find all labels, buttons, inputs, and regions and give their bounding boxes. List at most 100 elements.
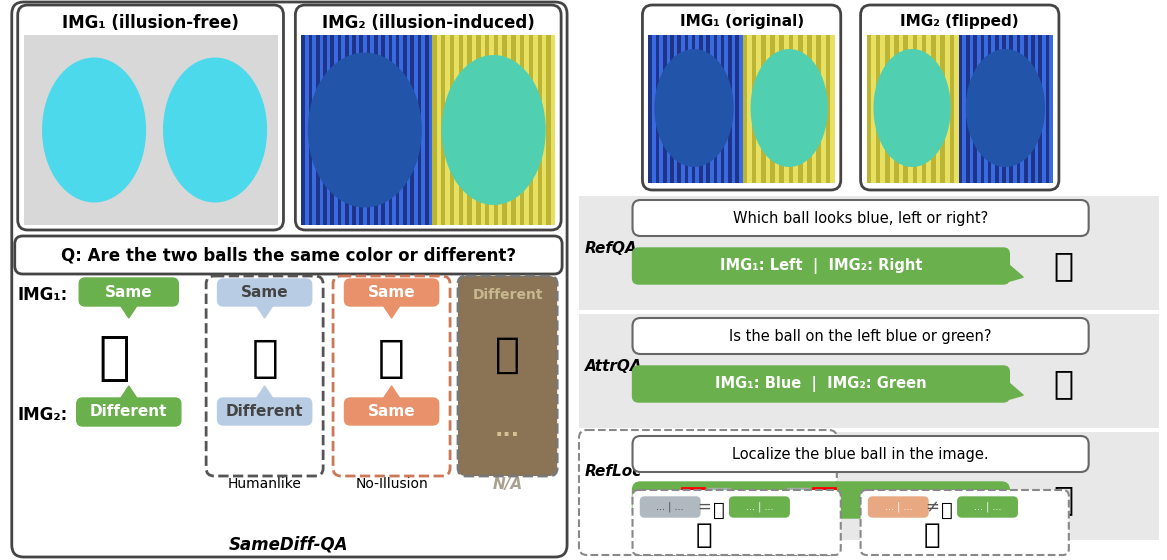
Bar [485,35,489,225]
Text: 🧠: 🧠 [1053,483,1072,516]
Bar [1046,35,1049,183]
Bar [813,488,834,512]
Bar [1023,35,1028,183]
Bar [706,35,710,183]
Text: Different: Different [473,288,543,302]
FancyBboxPatch shape [15,236,562,274]
Bar [708,488,729,512]
Bar [966,35,970,183]
Bar [941,35,945,183]
Bar [520,35,524,225]
Bar [698,488,700,512]
Polygon shape [121,306,137,318]
Bar [798,35,803,183]
Bar [403,35,407,225]
Bar [689,488,690,512]
Polygon shape [1009,383,1023,399]
FancyBboxPatch shape [457,276,557,476]
Text: ... | ...: ... | ... [973,502,1001,512]
Bar [494,35,498,225]
Text: Humanlike: Humanlike [700,541,774,555]
Bar [337,35,341,225]
Bar [1039,35,1042,183]
Bar [546,35,551,225]
Bar [649,35,652,183]
Bar [780,35,784,183]
Bar [913,35,917,183]
Bar [959,35,1053,183]
Text: AttrQA: AttrQA [585,358,643,374]
Bar [1016,35,1020,183]
FancyBboxPatch shape [207,276,323,476]
Bar [366,35,370,225]
FancyBboxPatch shape [12,2,567,557]
Text: IMG₁:: IMG₁: [643,493,684,507]
Text: 🤖: 🤖 [251,337,278,380]
Text: IMG₂:: IMG₂: [746,493,788,507]
Ellipse shape [42,58,146,203]
Bar [885,35,889,183]
Text: =: = [697,498,711,516]
Bar [441,35,446,225]
Bar [476,35,481,225]
Text: Is the ball on the left blue or green?: Is the ball on the left blue or green? [729,329,992,343]
Polygon shape [384,386,399,398]
Text: No-Illusion: No-Illusion [355,477,428,491]
Bar [980,35,984,183]
FancyBboxPatch shape [633,318,1089,354]
FancyBboxPatch shape [868,497,928,517]
Bar [375,35,378,225]
FancyBboxPatch shape [344,279,439,306]
Text: Which ball looks blue, left or right?: Which ball looks blue, left or right? [733,211,988,226]
Bar [683,488,685,512]
FancyBboxPatch shape [633,490,840,555]
Bar [316,35,320,225]
Bar [459,35,463,225]
Bar [23,35,278,225]
Bar [467,35,471,225]
Bar [301,35,432,225]
Bar [789,35,794,183]
Text: IMG₁ (original): IMG₁ (original) [679,14,804,29]
Bar [663,35,666,183]
Bar [770,35,775,183]
FancyBboxPatch shape [958,497,1018,517]
Text: 🤖: 🤖 [378,337,405,380]
Bar [579,196,1159,310]
Text: Same: Same [368,285,415,300]
Bar [511,35,516,225]
Text: Same: Same [105,284,153,300]
FancyBboxPatch shape [77,398,181,426]
Bar [699,35,703,183]
Bar [656,35,659,183]
Bar [894,35,899,183]
Text: Unlike: Unlike [943,541,986,555]
Bar [411,35,414,225]
Bar [931,35,936,183]
Polygon shape [257,306,273,318]
Bar [819,488,820,512]
Text: 🧠: 🧠 [1053,367,1072,400]
Ellipse shape [441,55,546,205]
Text: 🤖: 🤖 [495,334,520,376]
Bar [752,35,756,183]
Bar [973,35,977,183]
FancyBboxPatch shape [333,276,450,476]
Bar [867,35,871,183]
Text: 🧠: 🧠 [923,521,941,549]
Bar [503,35,506,225]
Polygon shape [1009,265,1023,281]
Bar [761,35,766,183]
Bar [682,488,704,512]
Bar [808,35,812,183]
Bar [579,314,1159,428]
Ellipse shape [750,49,827,167]
FancyBboxPatch shape [579,430,837,555]
Bar [1009,35,1013,183]
Bar [742,35,747,183]
Text: 🤖: 🤖 [713,501,725,520]
Bar [721,35,725,183]
Bar [813,488,834,512]
FancyBboxPatch shape [217,279,312,306]
Bar [875,35,880,183]
